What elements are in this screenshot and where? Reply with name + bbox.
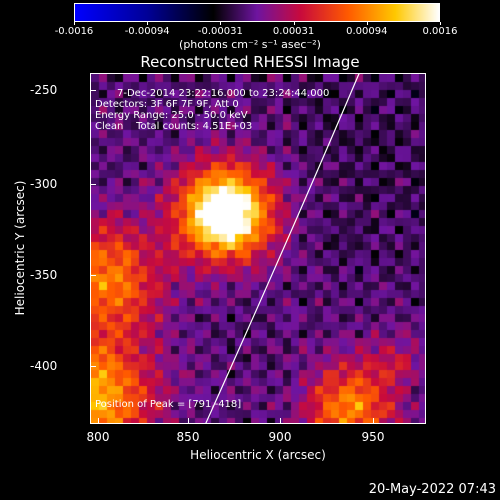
y-tick-mark	[90, 90, 96, 91]
y-tick-mark	[90, 184, 96, 185]
colorbar-tick	[74, 22, 75, 25]
colorbar-tick-label: 0.00031	[272, 26, 315, 37]
solar-limb-arc	[205, 74, 360, 423]
colorbar-tick-label: 0.0016	[422, 26, 458, 37]
info-peak-position: Position of Peak = [791,-418]	[95, 399, 242, 410]
y-tick-label: -400	[30, 359, 58, 373]
y-tick-mark	[90, 366, 96, 367]
x-tick-mark	[373, 418, 374, 424]
image-plot-area[interactable]: 7-Dec-2014 23:22:16.000 to 23:24:44.000 …	[90, 73, 426, 424]
y-tick-label: -250	[30, 83, 58, 97]
colorbar-tick	[366, 22, 368, 25]
colorbar-tick	[440, 22, 441, 25]
colorbar-tick-label: -0.00031	[197, 26, 243, 37]
colorbar-tick	[220, 22, 222, 25]
colorbar-units-label: (photons cm⁻² s⁻¹ asec⁻²)	[179, 38, 321, 51]
colorbar-tick-label: -0.0016	[54, 26, 94, 37]
x-tick-label: 900	[268, 430, 292, 444]
y-tick-label: -350	[30, 268, 58, 282]
x-axis-label: Heliocentric X (arcsec)	[190, 448, 326, 462]
info-clean-total-counts: Clean Total counts: 4.51E+03	[95, 121, 253, 132]
x-tick-label: 800	[86, 430, 110, 444]
y-tick-label: -300	[30, 177, 58, 191]
heatmap-image	[91, 74, 425, 423]
colorbar-tick-label: 0.00094	[346, 26, 388, 37]
timestamp: 20-May-2022 07:43	[368, 482, 496, 497]
colorbar-tick	[147, 22, 149, 25]
plot-title: Reconstructed RHESSI Image	[140, 53, 360, 71]
x-tick-mark	[188, 418, 189, 424]
y-tick-mark	[90, 275, 96, 276]
colorbar	[74, 3, 440, 22]
colorbar-tick-label: -0.00094	[124, 26, 170, 37]
x-tick-label: 950	[361, 430, 385, 444]
info-detectors: Detectors: 3F 6F 7F 9F, Att 0	[95, 99, 239, 110]
y-axis-label: Heliocentric Y (arcsec)	[13, 180, 27, 316]
x-tick-mark	[98, 418, 99, 424]
info-energy-range: Energy Range: 25.0 - 50.0 keV	[95, 110, 248, 121]
x-tick-mark	[280, 418, 281, 424]
info-time-range: 7-Dec-2014 23:22:16.000 to 23:24:44.000	[117, 88, 330, 99]
colorbar-tick	[293, 22, 295, 25]
x-tick-label: 850	[176, 430, 200, 444]
